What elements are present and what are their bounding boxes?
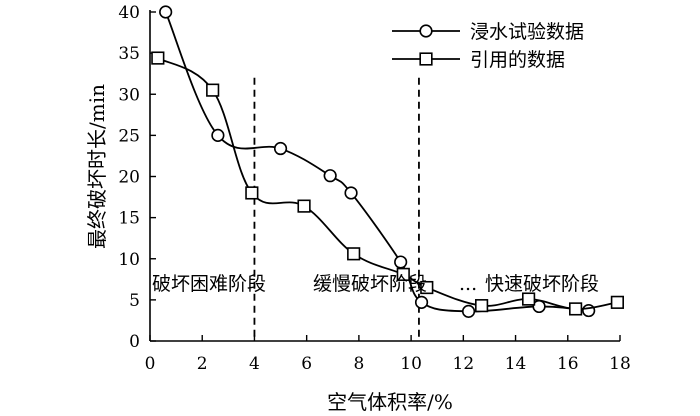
series-1-point-3 — [297, 199, 311, 213]
series-0-point-4 — [344, 186, 358, 200]
x-tick-label: 6 — [301, 354, 312, 374]
legend: 浸水试验数据 引用的数据 — [392, 21, 584, 71]
y-tick-label: 0 — [129, 332, 140, 352]
series-0-point-3 — [323, 169, 337, 183]
stage-label-difficult: 破坏困难阶段 — [152, 273, 266, 295]
series-0-point-6 — [414, 295, 429, 309]
series-1-point-2 — [245, 186, 259, 200]
stage-label-fast: 快速破坏阶段 — [485, 273, 599, 295]
stage-separator: ... — [459, 273, 477, 295]
x-tick-label: 2 — [197, 354, 208, 374]
stage-label-slow: 缓慢破坏阶段 — [313, 273, 427, 295]
series-1-point-6 — [420, 280, 434, 295]
x-tick-label: 16 — [557, 354, 579, 374]
series-line-0 — [164, 11, 589, 313]
y-tick-label: 40 — [118, 3, 140, 23]
series-1-point-1 — [206, 83, 220, 97]
x-tick-label: 10 — [400, 354, 422, 374]
x-tick-label: 4 — [249, 354, 260, 374]
series-0-point-0 — [159, 5, 173, 19]
y-tick-label: 20 — [118, 168, 140, 188]
series-1-point-8 — [522, 292, 536, 306]
legend-marker-0 — [419, 24, 433, 38]
y-tick-label: 10 — [118, 250, 140, 270]
y-tick-label: 30 — [118, 85, 140, 105]
series-layer — [151, 5, 624, 318]
stage-labels: 破坏困难阶段 缓慢破坏阶段 ... 快速破坏阶段 — [152, 273, 599, 295]
series-1-point-9 — [569, 302, 583, 316]
x-tick-label: 8 — [353, 354, 364, 374]
axes: 0 2 4 6 8 10 12 14 16 18 0 5 10 15 20 25 30 35 40 — [118, 3, 630, 374]
series-1-point-10 — [610, 295, 624, 309]
y-tick-label: 15 — [118, 209, 140, 229]
series-1-point-7 — [475, 299, 489, 313]
y-tick-label: 35 — [118, 44, 140, 64]
y-tick-label: 25 — [118, 126, 140, 146]
series-0-point-9 — [582, 303, 596, 318]
x-axis-title: 空气体积率/% — [327, 390, 453, 414]
y-tick-label: 5 — [129, 291, 140, 311]
x-tick-label: 14 — [505, 354, 527, 374]
series-line-1 — [157, 57, 618, 310]
x-tick-label: 12 — [453, 354, 475, 374]
legend-label-cited: 引用的数据 — [470, 49, 565, 71]
series-0-point-5 — [394, 255, 408, 269]
series-0-point-2 — [273, 141, 288, 156]
legend-label-immersion: 浸水试验数据 — [470, 21, 584, 43]
y-axis-title: 最终破坏时长/min — [85, 84, 109, 249]
series-0-point-7 — [461, 304, 476, 318]
series-1-point-4 — [347, 247, 361, 261]
series-1 — [151, 51, 624, 316]
series-1-point-5 — [396, 267, 410, 281]
series-1-point-0 — [151, 51, 165, 65]
legend-marker-1 — [419, 52, 433, 66]
x-tick-label: 18 — [609, 354, 631, 374]
x-tick-label: 0 — [145, 354, 156, 374]
series-0-point-1 — [211, 128, 225, 142]
